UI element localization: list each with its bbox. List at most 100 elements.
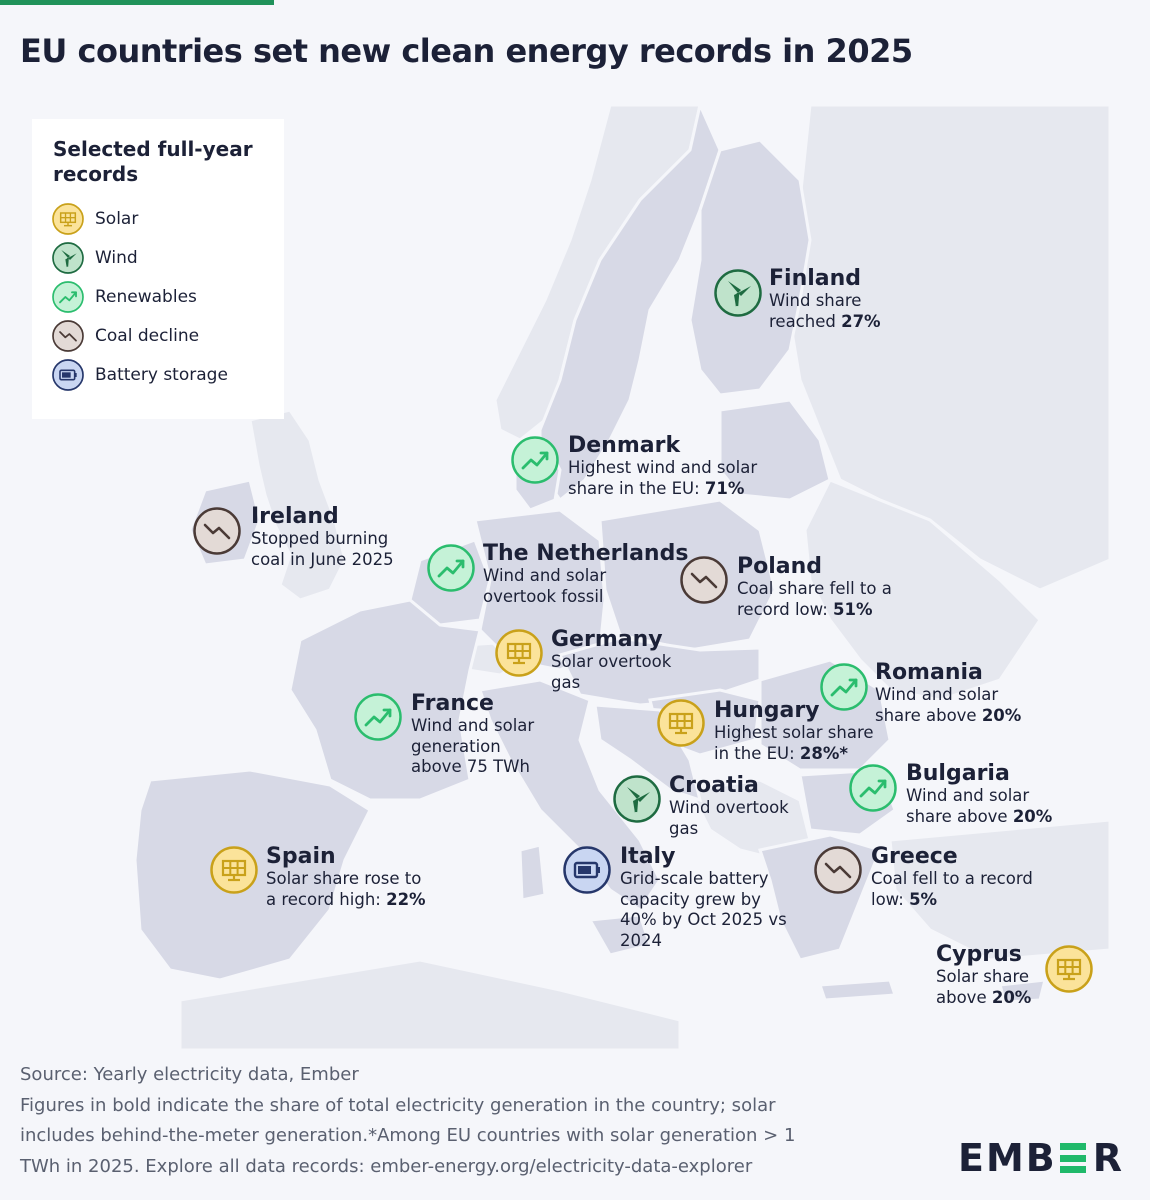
renewables-icon (52, 281, 84, 313)
coal-decline-icon (193, 507, 241, 555)
map-ukraine (803, 478, 1042, 702)
legend-item-renewables: Renewables (52, 281, 197, 313)
legend-item-solar: Solar (52, 203, 138, 235)
record-line: Highest wind and solar (568, 458, 758, 477)
legend-title: Selected full-year records (53, 137, 284, 187)
country-name: Italy (620, 844, 676, 869)
record-line: Wind and solar (483, 566, 607, 585)
legend-item-wind: Wind (52, 242, 138, 274)
record-line: Solar overtook (551, 652, 672, 671)
wind-icon (613, 775, 661, 823)
solar-icon (657, 699, 705, 747)
country-name: Hungary (714, 698, 820, 723)
map-turkey (888, 818, 1112, 962)
wind-icon (714, 269, 762, 317)
record-line: generation (411, 736, 501, 756)
country-name: France (411, 691, 494, 716)
country-name: The Netherlands (483, 541, 689, 566)
note-line: TWh in 2025. Explore all data records: e… (20, 1155, 753, 1177)
legend-label: Renewables (95, 287, 197, 307)
record-line: share above 20% (906, 806, 1053, 826)
logo-text-right: R (1092, 1136, 1125, 1180)
record-line: Coal share fell to a (737, 579, 892, 598)
country-name: Denmark (568, 433, 681, 458)
record-line: gas (669, 818, 699, 838)
country-name: Greece (871, 844, 958, 869)
record-line: 40% by Oct 2025 vs (620, 910, 787, 929)
map-crete (817, 978, 898, 1002)
record-line: above 20% (936, 987, 1032, 1007)
map-uk (248, 408, 347, 602)
map-baltics (718, 398, 832, 502)
legend-label: Battery storage (95, 365, 228, 385)
coal-decline-icon (680, 556, 728, 604)
solar-icon (495, 629, 543, 677)
legend: Selected full-year records Solar Wind Re… (32, 119, 284, 419)
coal-decline-icon (52, 320, 84, 352)
country-name: Ireland (251, 504, 339, 529)
record-line: coal in June 2025 (251, 549, 394, 569)
country-name: Poland (737, 554, 823, 579)
renewables-icon (354, 693, 402, 741)
country-name: Finland (769, 266, 862, 291)
record-line: Wind and solar (906, 786, 1030, 805)
record-line: a record high: 22% (266, 889, 426, 909)
legend-item-battery-storage: Battery storage (52, 359, 228, 391)
record-line: 2024 (620, 930, 662, 950)
record-line: in the EU: 28%* (714, 743, 849, 763)
record-line: Solar share rose to (266, 869, 422, 888)
logo-e-mark (1059, 1141, 1090, 1175)
record-line: Highest solar share (714, 723, 874, 742)
footer-notes: Source: Yearly electricity data, Ember F… (20, 1060, 920, 1182)
record-line: capacity grew by (620, 889, 761, 909)
record-line: Stopped burning (251, 529, 389, 548)
record-line: Wind overtook (669, 798, 789, 817)
record-line: low: 5% (871, 889, 938, 909)
legend-label: Coal decline (95, 326, 200, 346)
record-line: share in the EU: 71% (568, 478, 745, 498)
country-name: Germany (551, 627, 663, 652)
map-sardinia (518, 843, 547, 902)
solar-icon (210, 846, 258, 894)
coal-decline-icon (814, 846, 862, 894)
country-name: Croatia (669, 773, 759, 798)
map-cyprus (998, 978, 1047, 1004)
battery-icon (563, 846, 611, 894)
record-line: Wind and solar (875, 685, 999, 704)
solar-icon (52, 203, 84, 235)
record-line: Wind and solar (411, 716, 535, 735)
map-finland (688, 138, 812, 397)
map-sicily (587, 913, 652, 957)
record-line: share above 20% (875, 705, 1022, 725)
ember-logo: EMB R (958, 1136, 1124, 1180)
logo-text-left: EMB (958, 1136, 1057, 1180)
legend-title-line1: Selected full-year (53, 137, 253, 161)
record-line: Wind share (769, 291, 862, 310)
wind-icon (52, 242, 84, 274)
page-title: EU countries set new clean energy record… (20, 32, 913, 70)
record-line: Coal fell to a record (871, 869, 1033, 888)
legend-label: Wind (95, 248, 138, 268)
record-line: Grid-scale battery (620, 869, 769, 888)
legend-title-line2: records (53, 162, 139, 186)
renewables-icon (849, 764, 897, 812)
note-line: includes behind-the-meter generation.*Am… (20, 1125, 796, 1146)
record-line: gas (551, 672, 581, 692)
country-name: Spain (266, 844, 336, 869)
note-line: Figures in bold indicate the share of to… (20, 1094, 776, 1116)
record-line: reached 27% (769, 311, 881, 331)
country-name: Cyprus (936, 942, 1022, 967)
battery-icon (52, 359, 84, 391)
map-north-africa (178, 958, 682, 1050)
map-sweden (538, 100, 722, 503)
top-accent-bar (0, 0, 274, 5)
renewables-icon (511, 436, 559, 484)
record-line: overtook fossil (483, 586, 604, 606)
europe-map (135, 100, 1112, 1050)
solar-icon (1045, 945, 1093, 993)
record-line: record low: 51% (737, 599, 873, 619)
source-line: Source: Yearly electricity data, Ember (20, 1064, 359, 1085)
record-line: above 75 TWh (411, 757, 530, 776)
legend-item-coal-decline: Coal decline (52, 320, 199, 352)
map-italy (478, 678, 662, 913)
